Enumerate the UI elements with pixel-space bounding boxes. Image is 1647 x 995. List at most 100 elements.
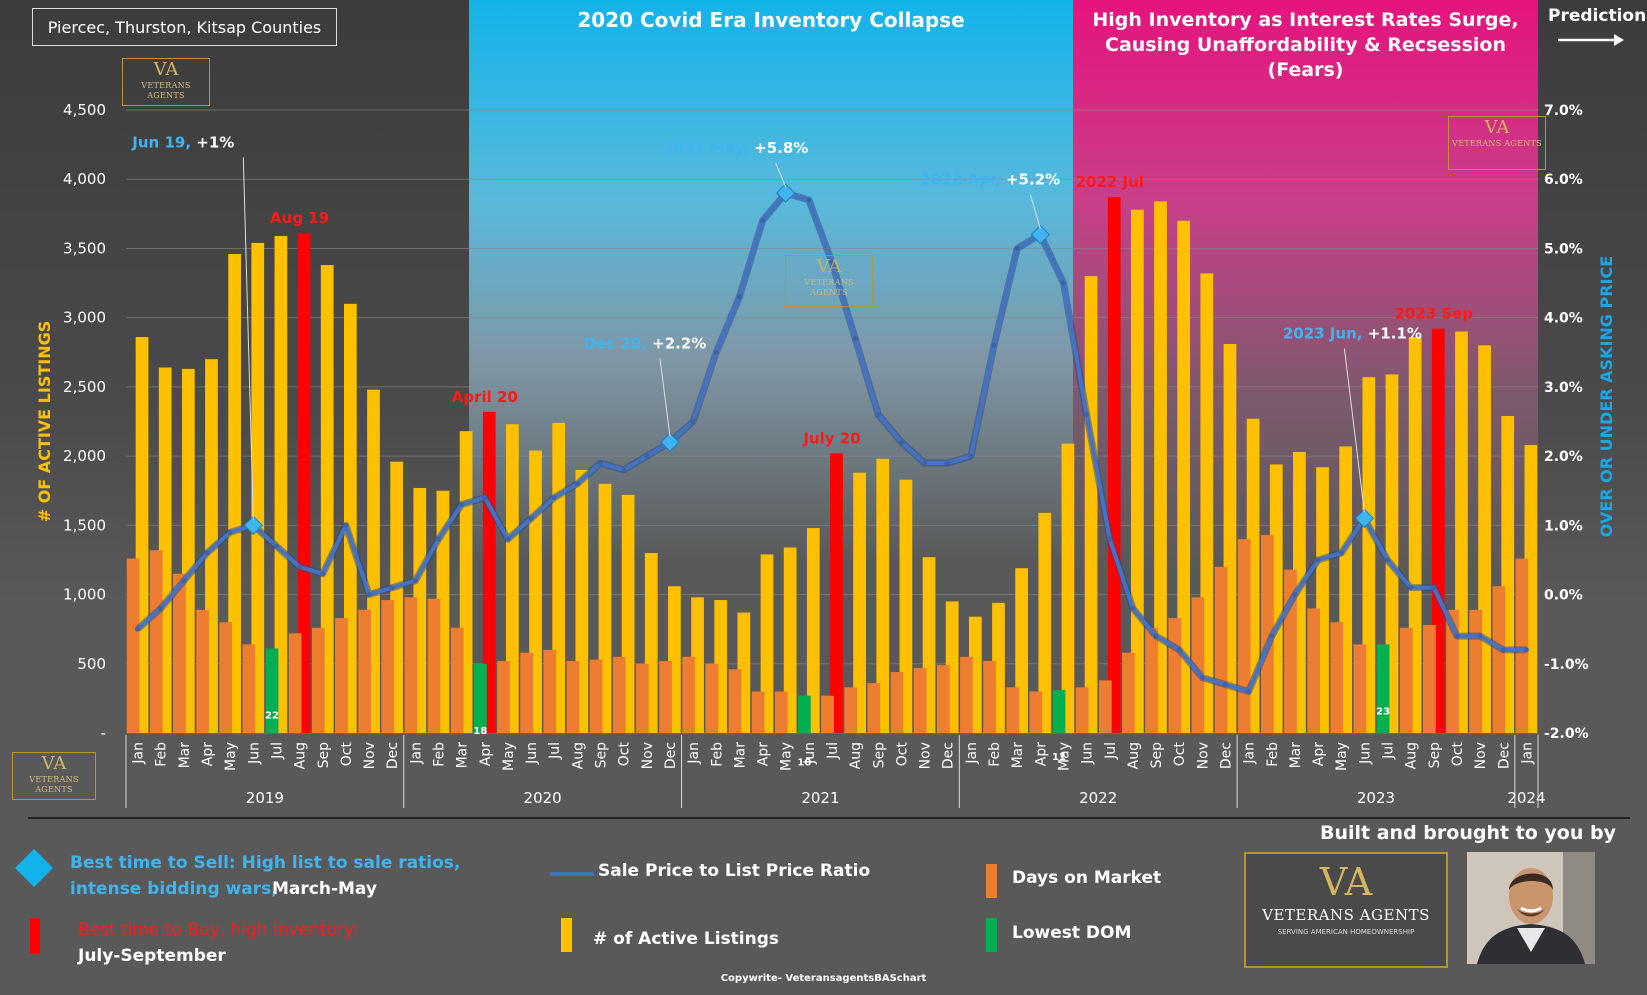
x-month-label: Apr — [756, 742, 772, 766]
annotation-label: Dec 20, +2.2% — [584, 334, 707, 352]
dom-bar — [358, 609, 371, 733]
x-month-label: Jul — [547, 742, 563, 760]
x-month-label: Aug — [570, 742, 586, 769]
listing-bar — [251, 242, 265, 733]
y-right-tick-label: 4.0% — [1544, 311, 1583, 327]
best-sell-diamond — [1354, 508, 1375, 529]
x-month-label: Nov — [640, 742, 656, 769]
dom-bar — [473, 663, 487, 733]
dom-bar — [1214, 566, 1228, 733]
y-left-tick-label: 1,000 — [63, 586, 106, 604]
diamond-icon — [14, 848, 54, 888]
brand-logo-mark: VA — [1319, 860, 1373, 904]
ratio-point — [621, 467, 627, 473]
dom-bar — [635, 663, 649, 733]
x-month-label: Aug — [293, 742, 309, 769]
lowest-dom-value-label: 22 — [265, 711, 279, 722]
ratio-point — [181, 578, 187, 584]
dom-bar — [173, 573, 186, 733]
ratio-legend-label: Sale Price to List Price Ratio — [598, 861, 871, 881]
high-inventory-title-line2: Causing Unaffordability & Recsession (Fe… — [1105, 34, 1506, 81]
logo-name: VETERANS AGENTS — [804, 278, 854, 297]
annotation-value: +1.1% — [1368, 324, 1422, 342]
x-month-label: Feb — [154, 742, 170, 767]
dom-bar — [335, 618, 348, 733]
x-month-label: Mar — [177, 742, 193, 769]
x-month-label: Oct — [1172, 742, 1188, 767]
ratio-point — [690, 419, 696, 424]
brand-tagline: SERVING AMERICAN HOMEOWNERSHIP — [1277, 928, 1415, 936]
listing-bar — [228, 253, 241, 733]
ratio-point — [1477, 633, 1483, 639]
x-month-label: Jul — [1381, 742, 1397, 760]
x-year-label: 2024 — [1507, 789, 1545, 807]
annotation-value: +5.2% — [1006, 171, 1060, 189]
listing-bar — [1362, 377, 1376, 733]
ratio-point — [1153, 633, 1159, 639]
logo-mark: VA — [41, 753, 67, 774]
ratio-point — [1223, 682, 1229, 688]
x-month-label: Feb — [431, 742, 447, 767]
ratio-point — [1269, 633, 1275, 639]
watermark-logo-top-right: VA VETERANS AGENTS — [1448, 116, 1546, 170]
x-month-label: Jul — [825, 742, 841, 760]
y-right-tick-label: 3.0% — [1544, 380, 1583, 396]
watermark-logo-bottom-left: VA VETERANS AGENTS — [12, 752, 96, 800]
dom-bar — [1260, 535, 1274, 733]
ratio-point — [806, 197, 812, 203]
best-buy-label: April 20 — [452, 388, 518, 406]
prediction-band — [1538, 0, 1647, 800]
listings-swatch-icon — [561, 918, 572, 952]
y-left-tick-label: 2,000 — [63, 447, 106, 465]
best-sell-diamond — [775, 183, 796, 203]
brand-logo: VA VETERANS AGENTS SERVING AMERICAN HOME… — [1244, 852, 1448, 968]
ratio-point — [1385, 557, 1391, 563]
listing-bar — [876, 458, 890, 733]
x-month-label: Sep — [871, 742, 887, 769]
ratio-point — [736, 294, 742, 300]
x-month-label: Feb — [1265, 742, 1281, 767]
ratio-point — [852, 335, 858, 341]
x-year-label: 2021 — [801, 789, 839, 807]
ratio-point — [829, 259, 835, 265]
dom-bar — [913, 667, 927, 733]
x-month-label: Jul — [1103, 742, 1119, 760]
agent-photo — [1467, 852, 1595, 964]
y-left-tick-label: 3,500 — [63, 239, 106, 257]
dom-bar — [242, 644, 256, 733]
annotation-date: Dec 20, — [584, 334, 653, 352]
sell-legend-line2: intense bidding wars, — [70, 879, 278, 899]
ratio-point — [135, 626, 141, 632]
annotation-label: 2023 Jun, +1.1% — [1283, 324, 1422, 342]
best-buy-label: Aug 19 — [270, 209, 329, 227]
ratio-point — [1500, 647, 1506, 653]
dom-bar — [1423, 625, 1436, 733]
dom-bar — [890, 672, 904, 733]
ratio-point — [1454, 633, 1460, 639]
x-month-label: Nov — [918, 742, 934, 769]
ratio-point — [297, 564, 303, 570]
ratio-point — [1107, 536, 1113, 542]
dom-bar — [219, 622, 233, 733]
annotation-leader-line — [1343, 348, 1365, 513]
x-month-label: Nov — [1195, 742, 1211, 769]
ratio-point — [459, 502, 465, 508]
listings-legend-label: # of Active Listings — [593, 929, 779, 949]
annotation-label: Jun 19, +1% — [131, 133, 234, 151]
ratio-point — [528, 515, 534, 521]
lowest-dom-value-label: 11 — [1052, 752, 1066, 763]
y-left-tick-label: 4,500 — [63, 101, 106, 119]
y-left-tick-label: 3,000 — [63, 309, 106, 327]
dom-bar — [520, 652, 533, 733]
ratio-point — [1408, 585, 1414, 591]
dom-bar — [1029, 691, 1043, 733]
built-by-label: Built and brought to you by — [1320, 822, 1616, 844]
listing-bar — [1038, 512, 1052, 733]
annotation-label: 2022 Apr, +5.2% — [921, 171, 1061, 189]
y-right-tick-label: 1.0% — [1544, 518, 1583, 534]
ratio-point — [551, 495, 557, 501]
dom-bar — [774, 691, 788, 733]
dom-bar — [1399, 627, 1413, 733]
prediction-arrow-icon — [1556, 30, 1626, 50]
